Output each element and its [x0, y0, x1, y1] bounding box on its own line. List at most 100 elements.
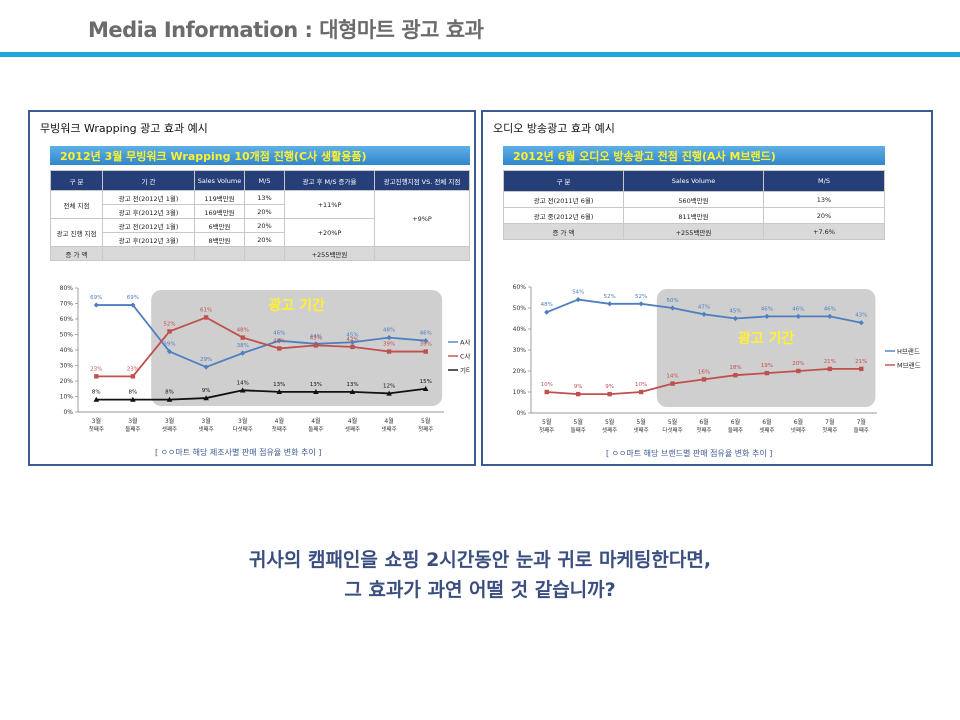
- series-point: [167, 329, 172, 334]
- ad-period-region: [151, 290, 443, 406]
- data-label: 39%: [383, 342, 395, 348]
- row-sales: 811백만원: [623, 207, 764, 224]
- x-tick-label-month: 3월: [128, 417, 137, 425]
- col-header: M/S: [763, 170, 885, 192]
- col-header: 기 간: [102, 170, 195, 191]
- sales-table: 구 분 Sales Volume M/S 광고 전(2011년 6월) 560백…: [503, 170, 885, 240]
- data-label: 41%: [273, 338, 285, 344]
- row-sales: 6백만원: [194, 218, 245, 233]
- x-tick-label-month: 5월: [605, 418, 614, 426]
- x-tick-label-month: 7월: [825, 418, 834, 426]
- data-label: 54%: [572, 290, 584, 296]
- total-sales: +255백만원: [623, 223, 764, 240]
- data-label: 23%: [90, 366, 102, 372]
- legend-label: M브랜드: [897, 361, 921, 370]
- y-tick-label: 10%: [60, 394, 74, 401]
- row-sales: 169백만원: [194, 204, 245, 219]
- campaign-banner: 2012년 3월 무빙워크 Wrapping 10개점 진행(C사 생활용품): [50, 146, 470, 165]
- y-tick-label: 20%: [60, 378, 74, 385]
- series-line: [96, 316, 426, 378]
- y-tick-label: 60%: [513, 284, 527, 291]
- row-period: 광고 전(2011년 6월): [503, 191, 624, 208]
- series-point: [607, 301, 613, 307]
- x-tick-label-week: 첫째주: [539, 426, 554, 434]
- row-group: 전체 지점: [50, 190, 103, 219]
- x-tick-label-week: 넷째주: [633, 426, 648, 434]
- series-line: [96, 304, 426, 369]
- data-label: 45%: [729, 309, 741, 315]
- data-label: 61%: [200, 307, 212, 313]
- series-point: [701, 311, 707, 317]
- total-label: 증 가 액: [50, 246, 103, 261]
- col-header: 광고 후 M/S 증가율: [284, 170, 375, 191]
- y-tick-label: 10%: [513, 389, 527, 396]
- col-header: 구 분: [50, 170, 103, 191]
- data-label: 29%: [200, 357, 212, 363]
- share-trend-chart: 0%10%20%30%40%50%60%5월첫째주5월둘째주5월셋째주5월넷째주…: [513, 284, 921, 434]
- question-line-2: 그 효과가 과연 어떨 것 같습니까?: [344, 579, 616, 601]
- series-point: [423, 349, 428, 354]
- series-point: [239, 387, 246, 393]
- versus-value: +9%P: [374, 190, 470, 247]
- data-label: 21%: [855, 359, 867, 365]
- x-tick-label-week: 첫째주: [418, 425, 433, 433]
- data-label: 23%: [127, 366, 139, 372]
- legend-label: C사: [460, 352, 470, 361]
- x-tick-label-month: 6월: [794, 418, 803, 426]
- data-label: 48%: [383, 328, 395, 334]
- x-tick-label-week: 첫째주: [822, 426, 837, 434]
- x-tick-label-week: 다섯째주: [662, 426, 682, 434]
- x-tick-label-month: 5월: [668, 418, 677, 426]
- data-label: 46%: [761, 306, 773, 312]
- series-point: [827, 313, 833, 319]
- data-label: 20%: [792, 361, 804, 367]
- moving-walk-panel: 무빙워크 Wrapping 광고 효과 예시 2012년 3월 무빙워크 Wra…: [28, 110, 476, 466]
- data-label: 8%: [92, 390, 101, 396]
- y-tick-label: 80%: [60, 285, 74, 292]
- y-tick-label: 0%: [63, 409, 73, 416]
- data-label: 48%: [541, 302, 553, 308]
- ad-period-label: 광고 기간: [268, 297, 325, 314]
- x-tick-label-month: 6월: [762, 418, 771, 426]
- series-point: [313, 343, 319, 348]
- series-point: [733, 373, 738, 378]
- row-ms: 20%: [763, 207, 885, 224]
- series-point: [93, 396, 100, 402]
- data-label: 15%: [420, 379, 432, 385]
- y-tick-label: 30%: [513, 347, 527, 354]
- series-point: [130, 396, 136, 402]
- x-tick-label-month: 3월: [165, 417, 174, 425]
- series-point: [859, 366, 864, 372]
- data-label: 47%: [698, 304, 710, 310]
- total-label: 증 가 액: [503, 223, 624, 240]
- x-tick-label-month: 3월: [201, 417, 210, 425]
- series-point: [544, 389, 549, 395]
- x-tick-label-month: 5월: [421, 417, 430, 425]
- col-header: Sales Volume: [194, 170, 245, 191]
- x-tick-label-week: 둘째주: [854, 426, 869, 434]
- legend-label: H브랜드: [897, 347, 920, 356]
- data-label: 10%: [541, 382, 553, 388]
- x-tick-label-week: 셋째주: [162, 425, 177, 433]
- row-period: 광고 중(2012년 6월): [503, 207, 624, 224]
- row-ms: 13%: [763, 191, 885, 208]
- data-label: 52%: [604, 294, 616, 300]
- row-ms: 20%: [244, 204, 285, 219]
- x-tick-label-week: 넷째주: [791, 426, 806, 434]
- row-period: 광고 후(2012년 3월): [102, 204, 195, 219]
- x-tick-label-month: 4월: [311, 417, 320, 425]
- row-period: 광고 전(2012년 1월): [102, 218, 195, 233]
- x-tick-label-month: 6월: [731, 418, 740, 426]
- x-tick-label-month: 7월: [857, 418, 866, 426]
- col-header: Sales Volume: [623, 170, 764, 192]
- data-label: 46%: [824, 306, 836, 312]
- data-label: 42%: [346, 337, 358, 343]
- data-label: 46%: [420, 331, 432, 337]
- series-point: [350, 344, 355, 350]
- x-tick-label-week: 셋째주: [759, 426, 774, 434]
- row-sales: 119백만원: [194, 190, 245, 205]
- series-point: [349, 339, 356, 345]
- series-point: [94, 374, 99, 379]
- data-label: 39%: [163, 342, 175, 348]
- series-point: [386, 349, 392, 354]
